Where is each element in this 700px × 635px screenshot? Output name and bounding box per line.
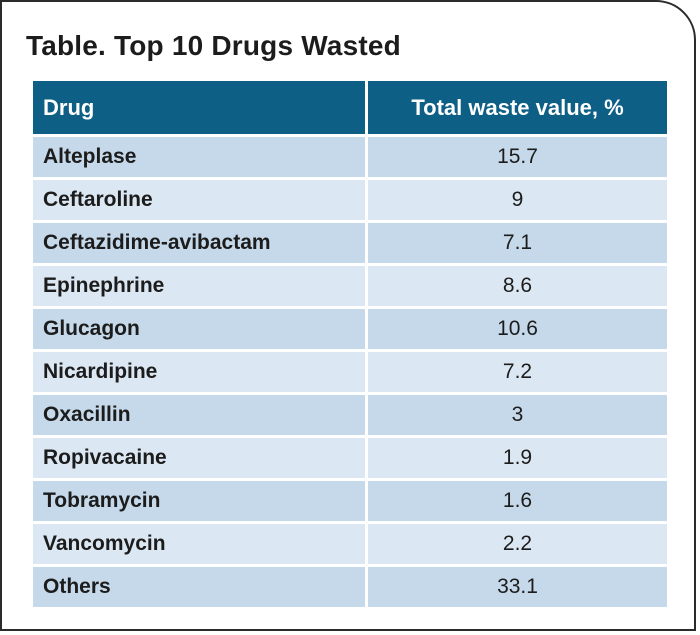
table-row: Ceftazidime-avibactam 7.1 — [33, 223, 667, 263]
waste-value-cell: 10.6 — [368, 309, 667, 349]
waste-value-cell: 8.6 — [368, 266, 667, 306]
waste-value-cell: 7.2 — [368, 352, 667, 392]
drug-cell: Glucagon — [33, 309, 365, 349]
waste-value-cell: 7.1 — [368, 223, 667, 263]
drug-cell: Nicardipine — [33, 352, 365, 392]
waste-value-cell: 1.6 — [368, 481, 667, 521]
drug-cell: Ropivacaine — [33, 438, 365, 478]
waste-value-cell: 15.7 — [368, 137, 667, 177]
waste-value-cell: 1.9 — [368, 438, 667, 478]
drug-cell: Alteplase — [33, 137, 365, 177]
drug-waste-table: Drug Total waste value, % Alteplase 15.7… — [30, 78, 670, 610]
table-row: Nicardipine 7.2 — [33, 352, 667, 392]
drug-cell: Others — [33, 567, 365, 607]
waste-value-cell: 9 — [368, 180, 667, 220]
waste-value-cell: 3 — [368, 395, 667, 435]
column-header-drug: Drug — [33, 81, 365, 134]
drug-cell: Epinephrine — [33, 266, 365, 306]
table-header-row: Drug Total waste value, % — [33, 81, 667, 134]
table-row: Oxacillin 3 — [33, 395, 667, 435]
table-row: Vancomycin 2.2 — [33, 524, 667, 564]
table-row: Glucagon 10.6 — [33, 309, 667, 349]
drug-cell: Tobramycin — [33, 481, 365, 521]
table-row: Epinephrine 8.6 — [33, 266, 667, 306]
table-row: Tobramycin 1.6 — [33, 481, 667, 521]
waste-value-cell: 33.1 — [368, 567, 667, 607]
table-row: Ceftaroline 9 — [33, 180, 667, 220]
drug-cell: Vancomycin — [33, 524, 365, 564]
drug-cell: Ceftaroline — [33, 180, 365, 220]
table-row: Others 33.1 — [33, 567, 667, 607]
table-row: Ropivacaine 1.9 — [33, 438, 667, 478]
table-title: Table. Top 10 Drugs Wasted — [26, 30, 401, 61]
column-header-waste-value: Total waste value, % — [368, 81, 667, 134]
table-row: Alteplase 15.7 — [33, 137, 667, 177]
drug-cell: Oxacillin — [33, 395, 365, 435]
drug-cell: Ceftazidime-avibactam — [33, 223, 365, 263]
waste-value-cell: 2.2 — [368, 524, 667, 564]
